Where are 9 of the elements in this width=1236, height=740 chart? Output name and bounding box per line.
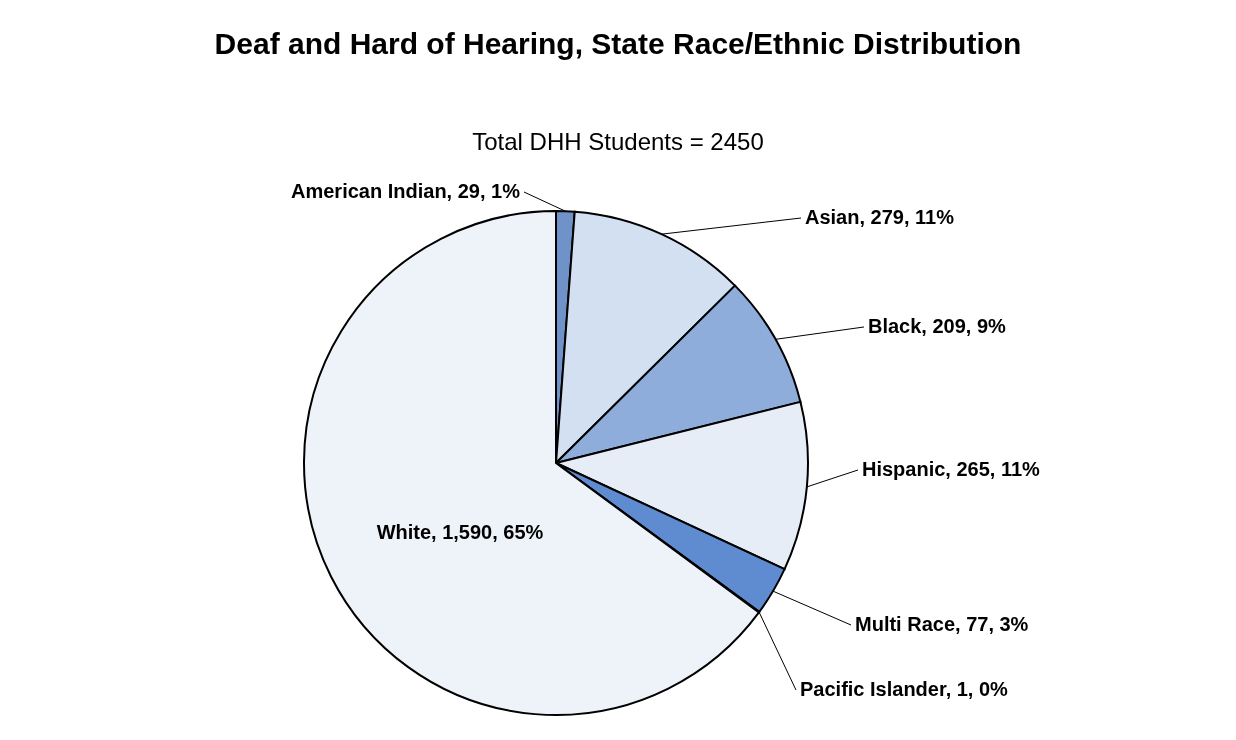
slice-label: White, 1,590, 65% bbox=[376, 521, 544, 543]
chart-subtitle: Total DHH Students = 2450 bbox=[472, 128, 764, 155]
slice-label: Pacific Islander, 1, 0% bbox=[800, 678, 1009, 700]
slice-label: American Indian, 29, 1% bbox=[291, 180, 521, 202]
chart-title: Deaf and Hard of Hearing, State Race/Ethnic Distribution bbox=[214, 27, 1022, 60]
slice-label: Multi Race, 77, 3% bbox=[855, 613, 1029, 635]
slice-label: Black, 209, 9% bbox=[868, 315, 1007, 337]
slice-label: Asian, 279, 11% bbox=[805, 206, 955, 228]
slice-label: Hispanic, 265, 11% bbox=[862, 458, 1041, 480]
